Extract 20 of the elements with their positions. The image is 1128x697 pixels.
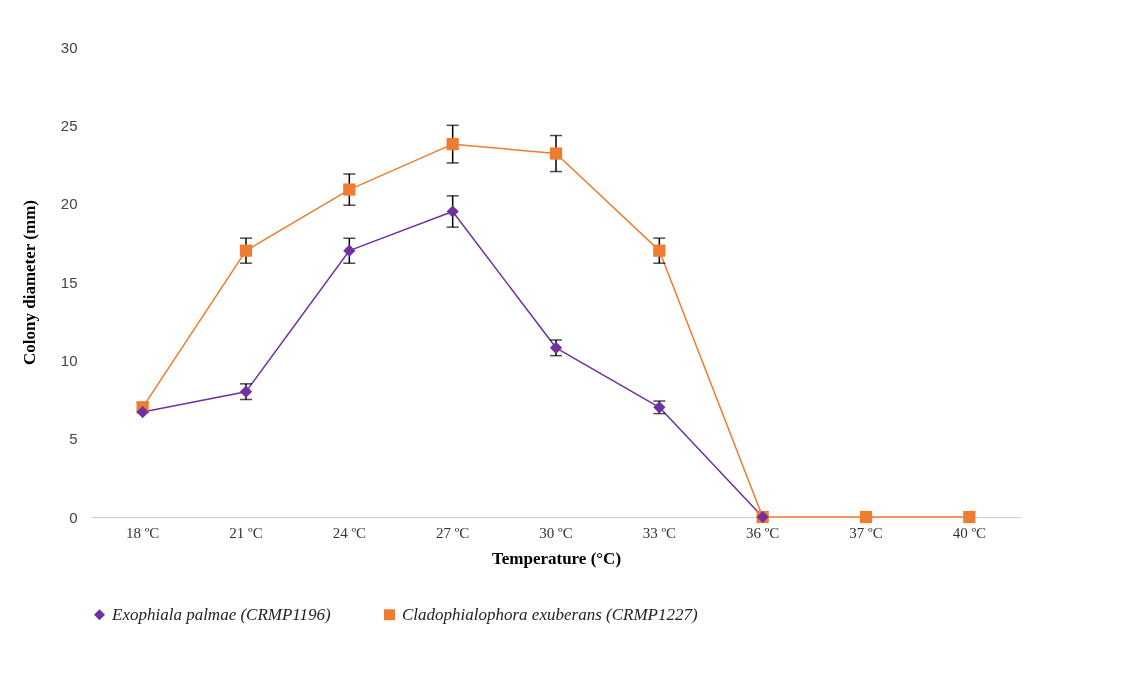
- x-tick-label: 40 ºC: [952, 524, 987, 541]
- x-tick-label: 18 ºC: [125, 524, 160, 541]
- x-axis-title: Temperature (°C): [491, 548, 622, 568]
- x-tick-label: 33 ºC: [642, 524, 677, 541]
- x-tick-label: 21 ºC: [229, 524, 263, 541]
- y-tick-label: 0: [69, 508, 78, 526]
- legend-label: Exophiala palmae (CRMP1196): [111, 604, 332, 624]
- y-tick-label: 15: [60, 273, 78, 291]
- x-tick-label: 36 ºC: [745, 524, 780, 541]
- x-tick-label: 30 ºC: [539, 524, 573, 541]
- x-tick-label: 37 ºC: [849, 524, 883, 541]
- y-tick-label: 25: [60, 116, 78, 134]
- y-tick-label: 30: [60, 38, 78, 56]
- x-tick-label: 24 ºC: [332, 524, 367, 541]
- y-tick-label: 20: [60, 195, 78, 213]
- y-tick-label: 5: [69, 430, 78, 448]
- y-axis-title: Colony diameter (mm): [19, 200, 39, 365]
- y-tick-label: 10: [60, 351, 78, 369]
- legend-label: Cladophialophora exuberans (CRMP1227): [402, 604, 698, 624]
- x-tick-label: 27 ºC: [435, 524, 470, 541]
